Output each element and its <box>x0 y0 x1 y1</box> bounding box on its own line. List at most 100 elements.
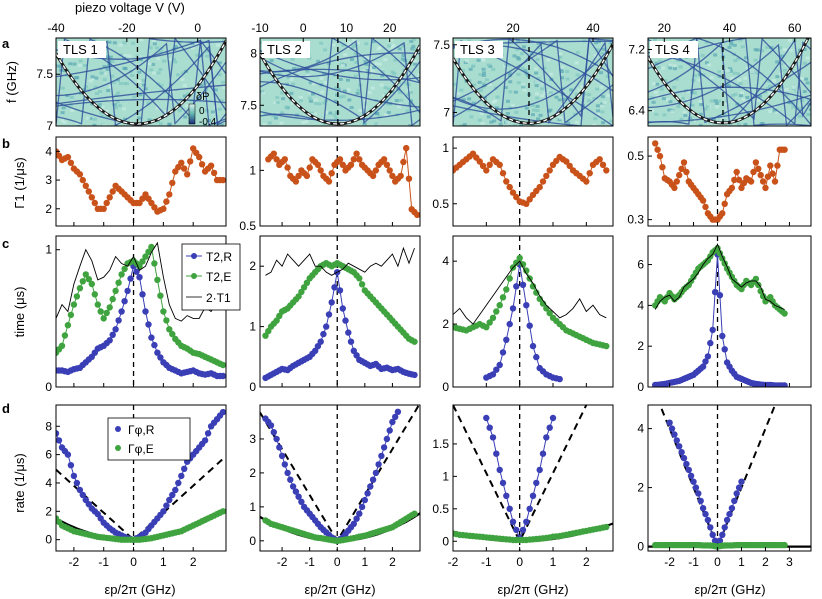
data-point <box>533 353 540 361</box>
heatmap-pixel <box>522 88 527 92</box>
heatmap-pixel <box>158 68 163 72</box>
heatmap-pixel <box>308 99 313 103</box>
heatmap-pixel <box>765 45 770 49</box>
x-tick-label: 2 <box>190 555 197 569</box>
heatmap-pixel <box>93 85 98 89</box>
heatmap-pixel <box>715 105 720 109</box>
data-point <box>771 178 779 185</box>
heatmap-pixel <box>756 98 761 102</box>
heatmap-pixel <box>600 95 605 99</box>
heatmap-pixel <box>331 43 336 47</box>
data-point <box>204 430 212 437</box>
data-point <box>747 178 755 185</box>
data-point <box>680 454 688 462</box>
heatmap-pixel <box>346 88 351 92</box>
heatmap-pixel <box>772 79 777 83</box>
data-point <box>728 184 736 192</box>
data-point <box>76 285 84 292</box>
heatmap-pixel <box>335 93 340 97</box>
data-point <box>671 184 678 192</box>
heatmap-pixel <box>502 64 507 68</box>
heatmap-pixel <box>262 123 267 126</box>
heatmap-pixel <box>657 59 662 63</box>
heatmap-pixel <box>596 112 601 116</box>
data-point <box>142 308 149 315</box>
data-point <box>733 490 740 497</box>
data-point <box>546 167 553 174</box>
x-tick-label: 0 <box>516 555 523 569</box>
data-point <box>115 279 122 286</box>
heatmap-pixel <box>358 108 363 112</box>
x-tick-label: -1 <box>304 555 315 569</box>
top-tick-label: 0 <box>194 21 201 35</box>
heatmap-pixel <box>727 84 732 88</box>
data-point <box>529 492 537 499</box>
heatmap-pixel <box>724 83 729 87</box>
data-point <box>278 452 286 460</box>
heatmap-pixel <box>380 69 385 73</box>
heatmap-pixel <box>602 101 607 105</box>
data-point <box>546 309 553 317</box>
heatmap-pixel <box>204 54 209 58</box>
x-tick-label: 0 <box>130 555 137 569</box>
data-point <box>509 189 517 196</box>
data-point <box>486 319 493 326</box>
heatmap-pixel <box>311 82 316 86</box>
data-point <box>513 193 520 201</box>
heatmap-pixel <box>131 41 136 45</box>
data-point <box>702 203 709 211</box>
data-point <box>767 162 774 169</box>
heatmap-pixel <box>651 82 656 86</box>
heatmap-pixel <box>152 42 157 46</box>
data-point <box>652 140 659 147</box>
heatmap-pixel <box>277 72 282 76</box>
data-point <box>533 479 540 487</box>
heatmap-pixel <box>171 57 176 61</box>
y-tick-label: 6 <box>637 258 644 272</box>
data-point <box>172 486 179 494</box>
heatmap-pixel <box>118 82 123 86</box>
heatmap-pixel <box>351 44 356 48</box>
data-point <box>519 261 527 268</box>
heatmap-pixel <box>738 38 743 42</box>
heatmap-pixel <box>484 78 489 82</box>
data-point <box>599 161 607 168</box>
data-point <box>603 167 610 174</box>
heatmap-pixel <box>286 76 291 80</box>
heatmap-pixel <box>548 108 553 112</box>
heatmap-pixel <box>560 66 565 70</box>
heatmap-pixel <box>595 48 600 52</box>
heatmap-pixel <box>343 53 348 57</box>
heatmap-pixel <box>577 88 582 92</box>
data-point <box>100 315 107 322</box>
heatmap-pixel <box>60 86 65 90</box>
data-point <box>210 169 218 177</box>
fit-linear-dashed <box>453 405 588 544</box>
tls-trace <box>260 41 420 126</box>
data-point <box>73 293 81 300</box>
data-point <box>692 484 700 491</box>
data-point <box>364 490 371 497</box>
y-tick-label: 0.5 <box>432 197 449 211</box>
heatmap-pixel <box>363 60 368 64</box>
data-point <box>378 452 385 460</box>
data-point <box>697 497 704 505</box>
heatmap-pixel <box>670 109 675 113</box>
heatmap-pixel <box>146 101 151 105</box>
colorbar-tick-0: 0 <box>199 106 205 117</box>
data-point <box>486 424 493 431</box>
heatmap-pixel <box>90 75 95 79</box>
heatmap-pixel <box>557 98 562 102</box>
heatmap-pixel <box>668 66 673 70</box>
heatmap-pixel <box>374 122 379 126</box>
data-point <box>267 422 275 429</box>
data-point <box>489 371 497 378</box>
heatmap-pixel <box>661 97 666 101</box>
data-point <box>166 191 173 198</box>
data-point <box>187 158 194 165</box>
heatmap-pixel <box>677 96 682 100</box>
data-point <box>295 493 302 500</box>
heatmap-pixel <box>802 90 807 94</box>
data-point <box>759 178 767 185</box>
heatmap-pixel <box>725 108 730 112</box>
